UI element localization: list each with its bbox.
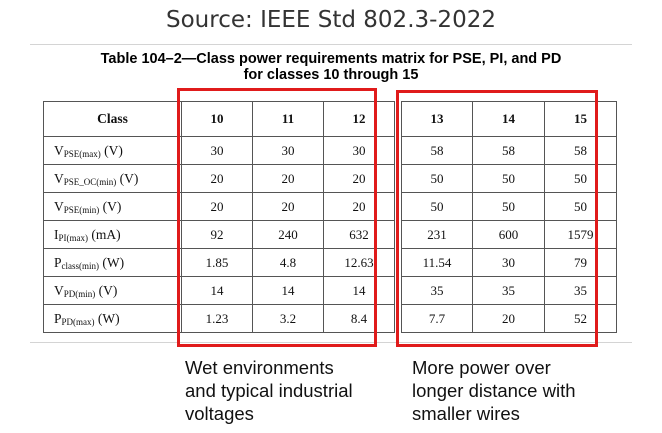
table-cell: 58 <box>472 136 545 165</box>
table-cell: 30 <box>252 136 324 165</box>
highlight-box-classes-10-12 <box>177 88 377 347</box>
param-label: VPSE(max) (V) <box>43 136 182 165</box>
table-cell: 20 <box>323 192 395 221</box>
param-label: VPSE_OC(min) (V) <box>43 164 182 193</box>
header-class: Class <box>43 101 182 137</box>
table-cell: 231 <box>401 220 473 249</box>
table-cell: 58 <box>401 136 473 165</box>
header-class-12: 12 <box>323 101 395 137</box>
table-cell: 4.8 <box>252 248 324 277</box>
table-cell: 20 <box>323 164 395 193</box>
param-label: VPD(min) (V) <box>43 276 182 305</box>
table-cell: 1579 <box>544 220 617 249</box>
table-cell: 50 <box>401 192 473 221</box>
annotation-line: voltages <box>185 403 254 424</box>
table-cell: 35 <box>472 276 545 305</box>
table-cell: 632 <box>323 220 395 249</box>
table-cell: 14 <box>252 276 324 305</box>
table-cell: 50 <box>401 164 473 193</box>
table-cell: 35 <box>544 276 617 305</box>
annotation-wet-environments: Wet environments and typical industrial … <box>185 356 353 425</box>
annotation-line: More power over <box>412 357 551 378</box>
highlight-box-classes-13-15 <box>396 90 598 347</box>
header-class-14: 14 <box>472 101 545 137</box>
param-label: IPI(max) (mA) <box>43 220 182 249</box>
table-cell: 52 <box>544 304 617 333</box>
table-row: VPSE(max) (V) 30 30 30 58 58 58 <box>43 136 617 165</box>
table-cell: 8.4 <box>323 304 395 333</box>
table-caption-line-1: Table 104–2—Class power requirements mat… <box>100 51 562 67</box>
param-label: Pclass(min) (W) <box>43 248 182 277</box>
param-label: PPD(max) (W) <box>43 304 182 333</box>
table-cell: 50 <box>472 192 545 221</box>
class-power-table: Class 10 11 12 13 14 15 VPSE(max) (V) 30… <box>43 101 617 333</box>
table-cell: 58 <box>544 136 617 165</box>
header-class-13: 13 <box>401 101 473 137</box>
annotation-line: and typical industrial <box>185 380 353 401</box>
annotation-line: longer distance with <box>412 380 576 401</box>
table-cell: 12.63 <box>323 248 395 277</box>
table-caption-line-2: for classes 10 through 15 <box>243 67 419 83</box>
table-row: IPI(max) (mA) 92 240 632 231 600 1579 <box>43 220 617 249</box>
divider-top <box>30 44 632 45</box>
table-cell: 92 <box>181 220 253 249</box>
table-cell: 20 <box>472 304 545 333</box>
table-cell: 20 <box>181 164 253 193</box>
table-cell: 50 <box>544 164 617 193</box>
param-label: VPSE(min) (V) <box>43 192 182 221</box>
table-row: Pclass(min) (W) 1.85 4.8 12.63 11.54 30 … <box>43 248 617 277</box>
table-cell: 7.7 <box>401 304 473 333</box>
annotation-line: Wet environments <box>185 357 334 378</box>
annotation-more-power: More power over longer distance with sma… <box>412 356 576 425</box>
source-title: Source: IEEE Std 802.3-2022 <box>166 7 496 33</box>
table-cell: 600 <box>472 220 545 249</box>
header-class-10: 10 <box>181 101 253 137</box>
table-cell: 30 <box>323 136 395 165</box>
annotation-line: smaller wires <box>412 403 520 424</box>
divider-bottom <box>30 342 632 343</box>
table-cell: 11.54 <box>401 248 473 277</box>
